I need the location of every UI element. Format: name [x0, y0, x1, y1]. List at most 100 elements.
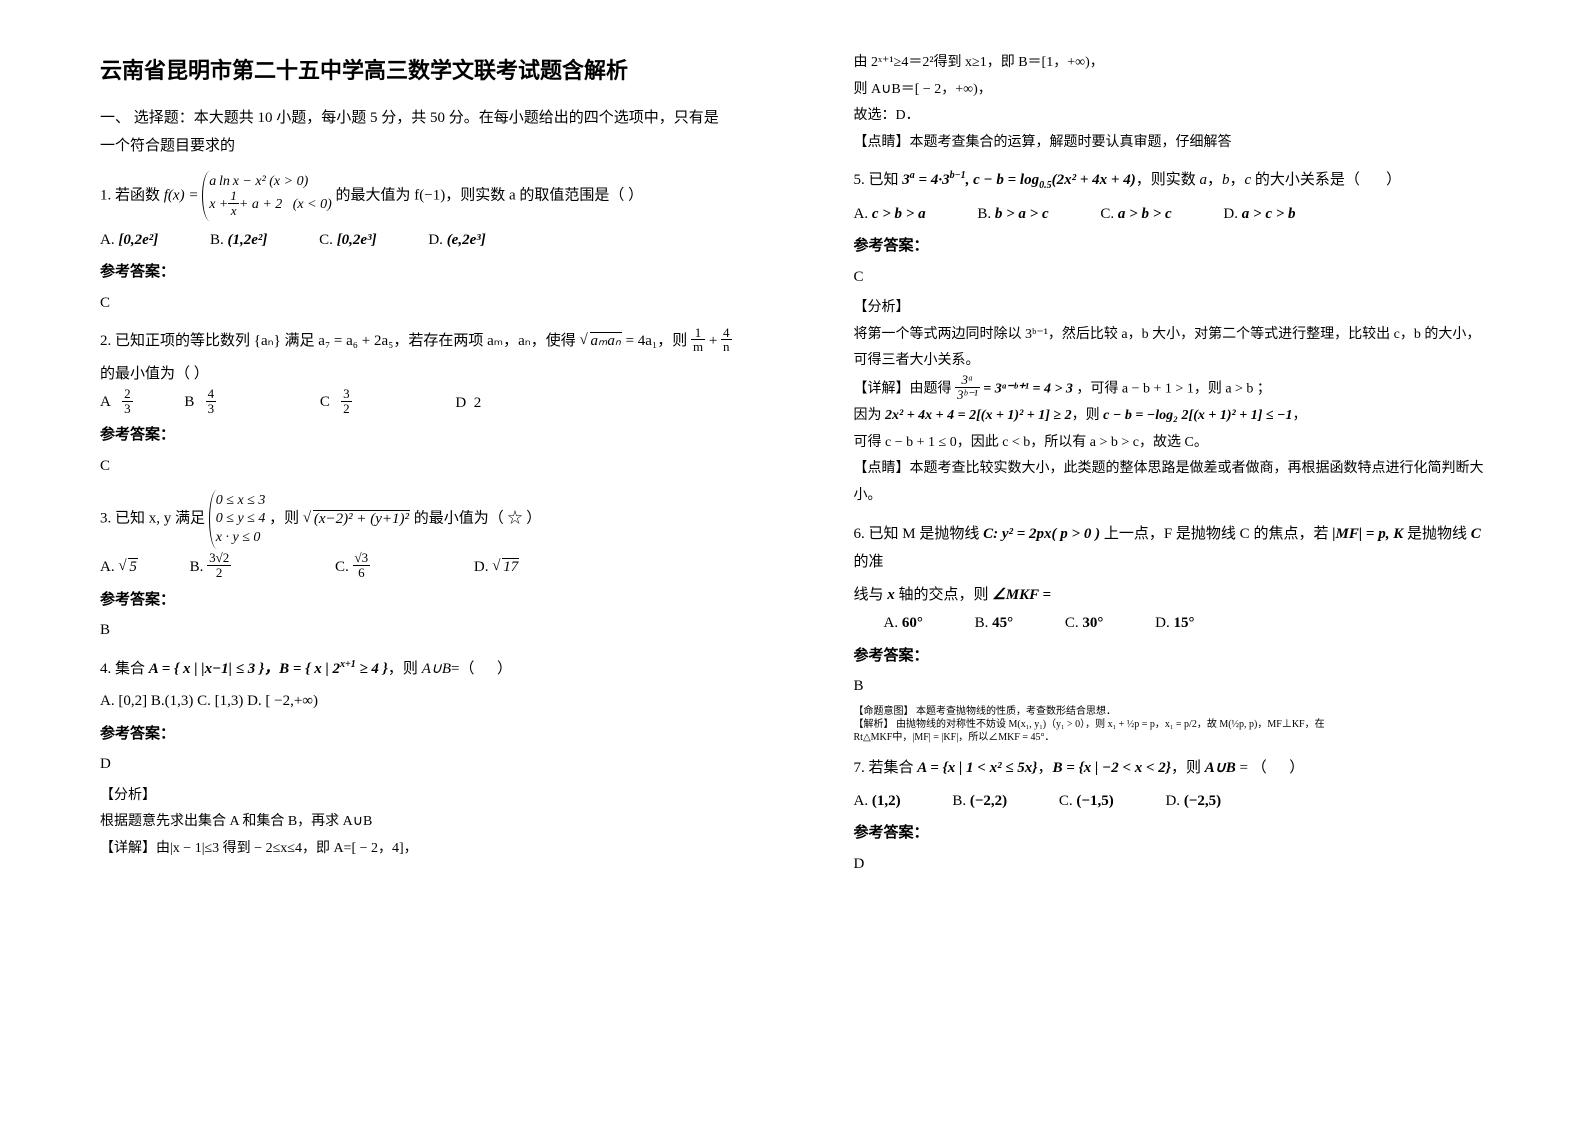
q2-text-a: 2. 已知正项的等比数列 {aₙ} 满足 a₇ = a₆ + 2a₅，若存在两项…	[100, 333, 580, 349]
col2-line4: 【点睛】本题考查集合的运算，解题时要认真审题，仔细解答	[854, 130, 1488, 157]
q2-C-d: 2	[341, 402, 352, 416]
q1-options: A. [0,2e²] B. (1,2e²] C. [0,2e³] D. (e,2…	[100, 225, 734, 254]
q5-frac-d: 3ᵇ⁻¹	[955, 388, 980, 402]
opt-label: B.	[977, 206, 991, 222]
q3-pw2: 0 ≤ y ≤ 4	[216, 510, 266, 528]
q1-piecewise: a ln x − x² (x > 0) x + 1x + a + 2 (x < …	[202, 171, 332, 221]
opt-label: C.	[335, 559, 349, 575]
q3-sqrt-body: (x−2)² + (y+1)²	[313, 510, 410, 527]
question-1: 1. 若函数 f(x) = a ln x − x² (x > 0) x + 1x…	[100, 171, 734, 221]
q5-frac-n: 3ᵃ	[955, 373, 980, 388]
q5-C: a > b > c	[1118, 206, 1172, 222]
q5-point: 【点睛】本题考查比较实数大小，此类题的整体思路是做差或者做商，再根据函数特点进行…	[854, 456, 1488, 509]
q7-answer-label: 参考答案：	[854, 819, 1488, 848]
q1-prefix: 1. 若函数	[100, 187, 160, 203]
question-6: 6. 已知 M 是抛物线 C: y² = 2px( p > 0 ) 上一点，F …	[854, 520, 1488, 577]
document-title: 云南省昆明市第二十五中学高三数学文联考试题含解析	[100, 50, 734, 92]
section-header: 一、 选择题：本大题共 10 小题，每小题 5 分，共 50 分。在每小题给出的…	[100, 104, 734, 161]
q3-options: A. 5 B. 3√22 C. √36 D. 17	[100, 553, 734, 582]
opt-label: A.	[854, 793, 869, 809]
q3-pw3: x · y ≤ 0	[216, 529, 266, 547]
q4-answer-label: 参考答案：	[100, 720, 734, 749]
q5-D: a > c > b	[1242, 206, 1296, 222]
opt-label: D.	[1165, 793, 1180, 809]
q7-D: (−2,5)	[1184, 793, 1221, 809]
question-5: 5. 已知 3a = 4·3b−1, c − b = log0.5(2x² + …	[854, 166, 1488, 195]
q5-analysis-label: 【分析】	[854, 295, 1488, 322]
q3-pw1: 0 ≤ x ≤ 3	[216, 492, 266, 510]
q2-A-d: 3	[122, 402, 133, 416]
opt-label: D.	[1155, 615, 1170, 631]
q1-suffix: 的最大值为 f(−1)，则实数 a 的取值范围是（ ）	[336, 187, 644, 203]
q2-B-n: 4	[206, 387, 217, 402]
q3-A-rad: 5	[128, 558, 138, 575]
opt-label: A.	[854, 206, 869, 222]
q2-frac2-d: n	[721, 340, 732, 354]
q6-B: 45°	[992, 615, 1013, 631]
q2-frac1-d: m	[691, 340, 705, 354]
opt-label: A	[100, 394, 111, 410]
left-column: 云南省昆明市第二十五中学高三数学文联考试题含解析 一、 选择题：本大题共 10 …	[0, 0, 794, 1122]
opt-label: C.	[319, 232, 333, 248]
q1-answer: C	[100, 289, 734, 318]
question-3: 3. 已知 x, y 满足 0 ≤ x ≤ 3 0 ≤ y ≤ 4 x · y …	[100, 490, 734, 549]
q1-answer-label: 参考答案：	[100, 258, 734, 287]
q3-C-d: 6	[353, 566, 371, 580]
q3-suffix: 的最小值为（ ☆ ）	[414, 511, 542, 527]
q6-meaning: 【命题意图】 本题考查抛物线的性质，考查数形结合思想．	[854, 705, 1488, 718]
q4-options: A. [0,2] B.(1,3) C. [1,3) D. [ −2,+∞)	[100, 687, 734, 716]
q2-frac2-n: 4	[721, 326, 732, 341]
q5-detail-row1: 【详解】由题得 3ᵃ3ᵇ⁻¹ = 3ᵃ⁻ᵇ⁺¹ = 4 > 3 ，可得 a − …	[854, 375, 1488, 403]
q3-piecewise: 0 ≤ x ≤ 3 0 ≤ y ≤ 4 x · y ≤ 0	[209, 490, 266, 549]
col2-line1: 由 2ˣ⁺¹≥4＝2²得到 x≥1，即 B＝[1，+∞)，	[854, 50, 1488, 77]
opt-label: B.	[952, 793, 966, 809]
q6-text-b: 线与 x 轴的交点，则 ∠MKF =	[854, 581, 1488, 610]
q6-explain-b: Rt△MKF中，|MF| = |KF|，所以∠MKF = 45°．	[854, 731, 1488, 744]
q5-detail-3: 可得 c − b + 1 ≤ 0，因此 c < b，所以有 a > b > c，…	[854, 430, 1488, 457]
q2-sqrt: aₘaₙ	[590, 332, 622, 349]
opt-label: C.	[1065, 615, 1079, 631]
opt-label: D	[455, 395, 466, 411]
q2-options: A 23 B 43 C 32 D 2	[100, 388, 734, 417]
q5-B: b > a > c	[995, 206, 1049, 222]
q5-A: c > b > a	[872, 206, 926, 222]
q3-B-n: 3√2	[207, 551, 231, 566]
q2-text-b: = 4a₁，则	[626, 333, 691, 349]
question-7: 7. 若集合 A = {x | 1 < x² ≤ 5x}，B = {x | −2…	[854, 754, 1488, 783]
q2-text-c: 的最小值为（ ）	[100, 360, 734, 389]
q1-B: (1,2e²]	[228, 232, 268, 248]
opt-label: C.	[1059, 793, 1073, 809]
q1-D: (e,2e³]	[447, 232, 486, 248]
q2-plus: +	[709, 333, 721, 349]
col2-line2: 则 A∪B＝[ − 2，+∞)，	[854, 77, 1488, 104]
q6-D: 15°	[1173, 615, 1194, 631]
q2-answer: C	[100, 452, 734, 481]
q5-answer-label: 参考答案：	[854, 232, 1488, 261]
opt-label: C.	[1100, 206, 1114, 222]
opt-label: A.	[100, 232, 115, 248]
q5-detail-2: 因为 2x² + 4x + 4 = 2[(x + 1)² + 1] ≥ 2，则 …	[854, 403, 1488, 430]
q5-detail-a: 【详解】由题得	[854, 381, 956, 396]
q4-answer: D	[100, 750, 734, 779]
col2-line3: 故选：D．	[854, 103, 1488, 130]
q6-options: A. 60° B. 45° C. 30° D. 15°	[884, 609, 1488, 638]
q2-D: 2	[474, 395, 482, 411]
question-4: 4. 集合 A = { x | |x−1| ≤ 3 }，B = { x | 2x…	[100, 655, 734, 684]
opt-label: D.	[474, 559, 489, 575]
q6-text-a: 6. 已知 M 是抛物线 C: y² = 2px( p > 0 ) 上一点，F …	[854, 526, 1481, 571]
q5-options: A. c > b > a B. b > a > c C. a > b > c D…	[854, 199, 1488, 228]
q4-analysis-label: 【分析】	[100, 783, 734, 810]
q3-C-n: √3	[353, 551, 371, 566]
q3-mid: ，则	[269, 511, 303, 527]
q7-options: A. (1,2) B. (−2,2) C. (−1,5) D. (−2,5)	[854, 786, 1488, 815]
opt-label: D.	[428, 232, 443, 248]
q2-A-n: 2	[122, 387, 133, 402]
opt-label: C	[320, 394, 330, 410]
q6-A: 60°	[902, 615, 923, 631]
q5-analysis-1: 将第一个等式两边同时除以 3ᵇ⁻¹，然后比较 a，b 大小，对第二个等式进行整理…	[854, 322, 1488, 375]
q5-answer: C	[854, 263, 1488, 292]
q2-frac1-n: 1	[691, 326, 705, 341]
opt-label: A.	[100, 559, 115, 575]
q3-answer: B	[100, 616, 734, 645]
q7-A: (1,2)	[872, 793, 901, 809]
